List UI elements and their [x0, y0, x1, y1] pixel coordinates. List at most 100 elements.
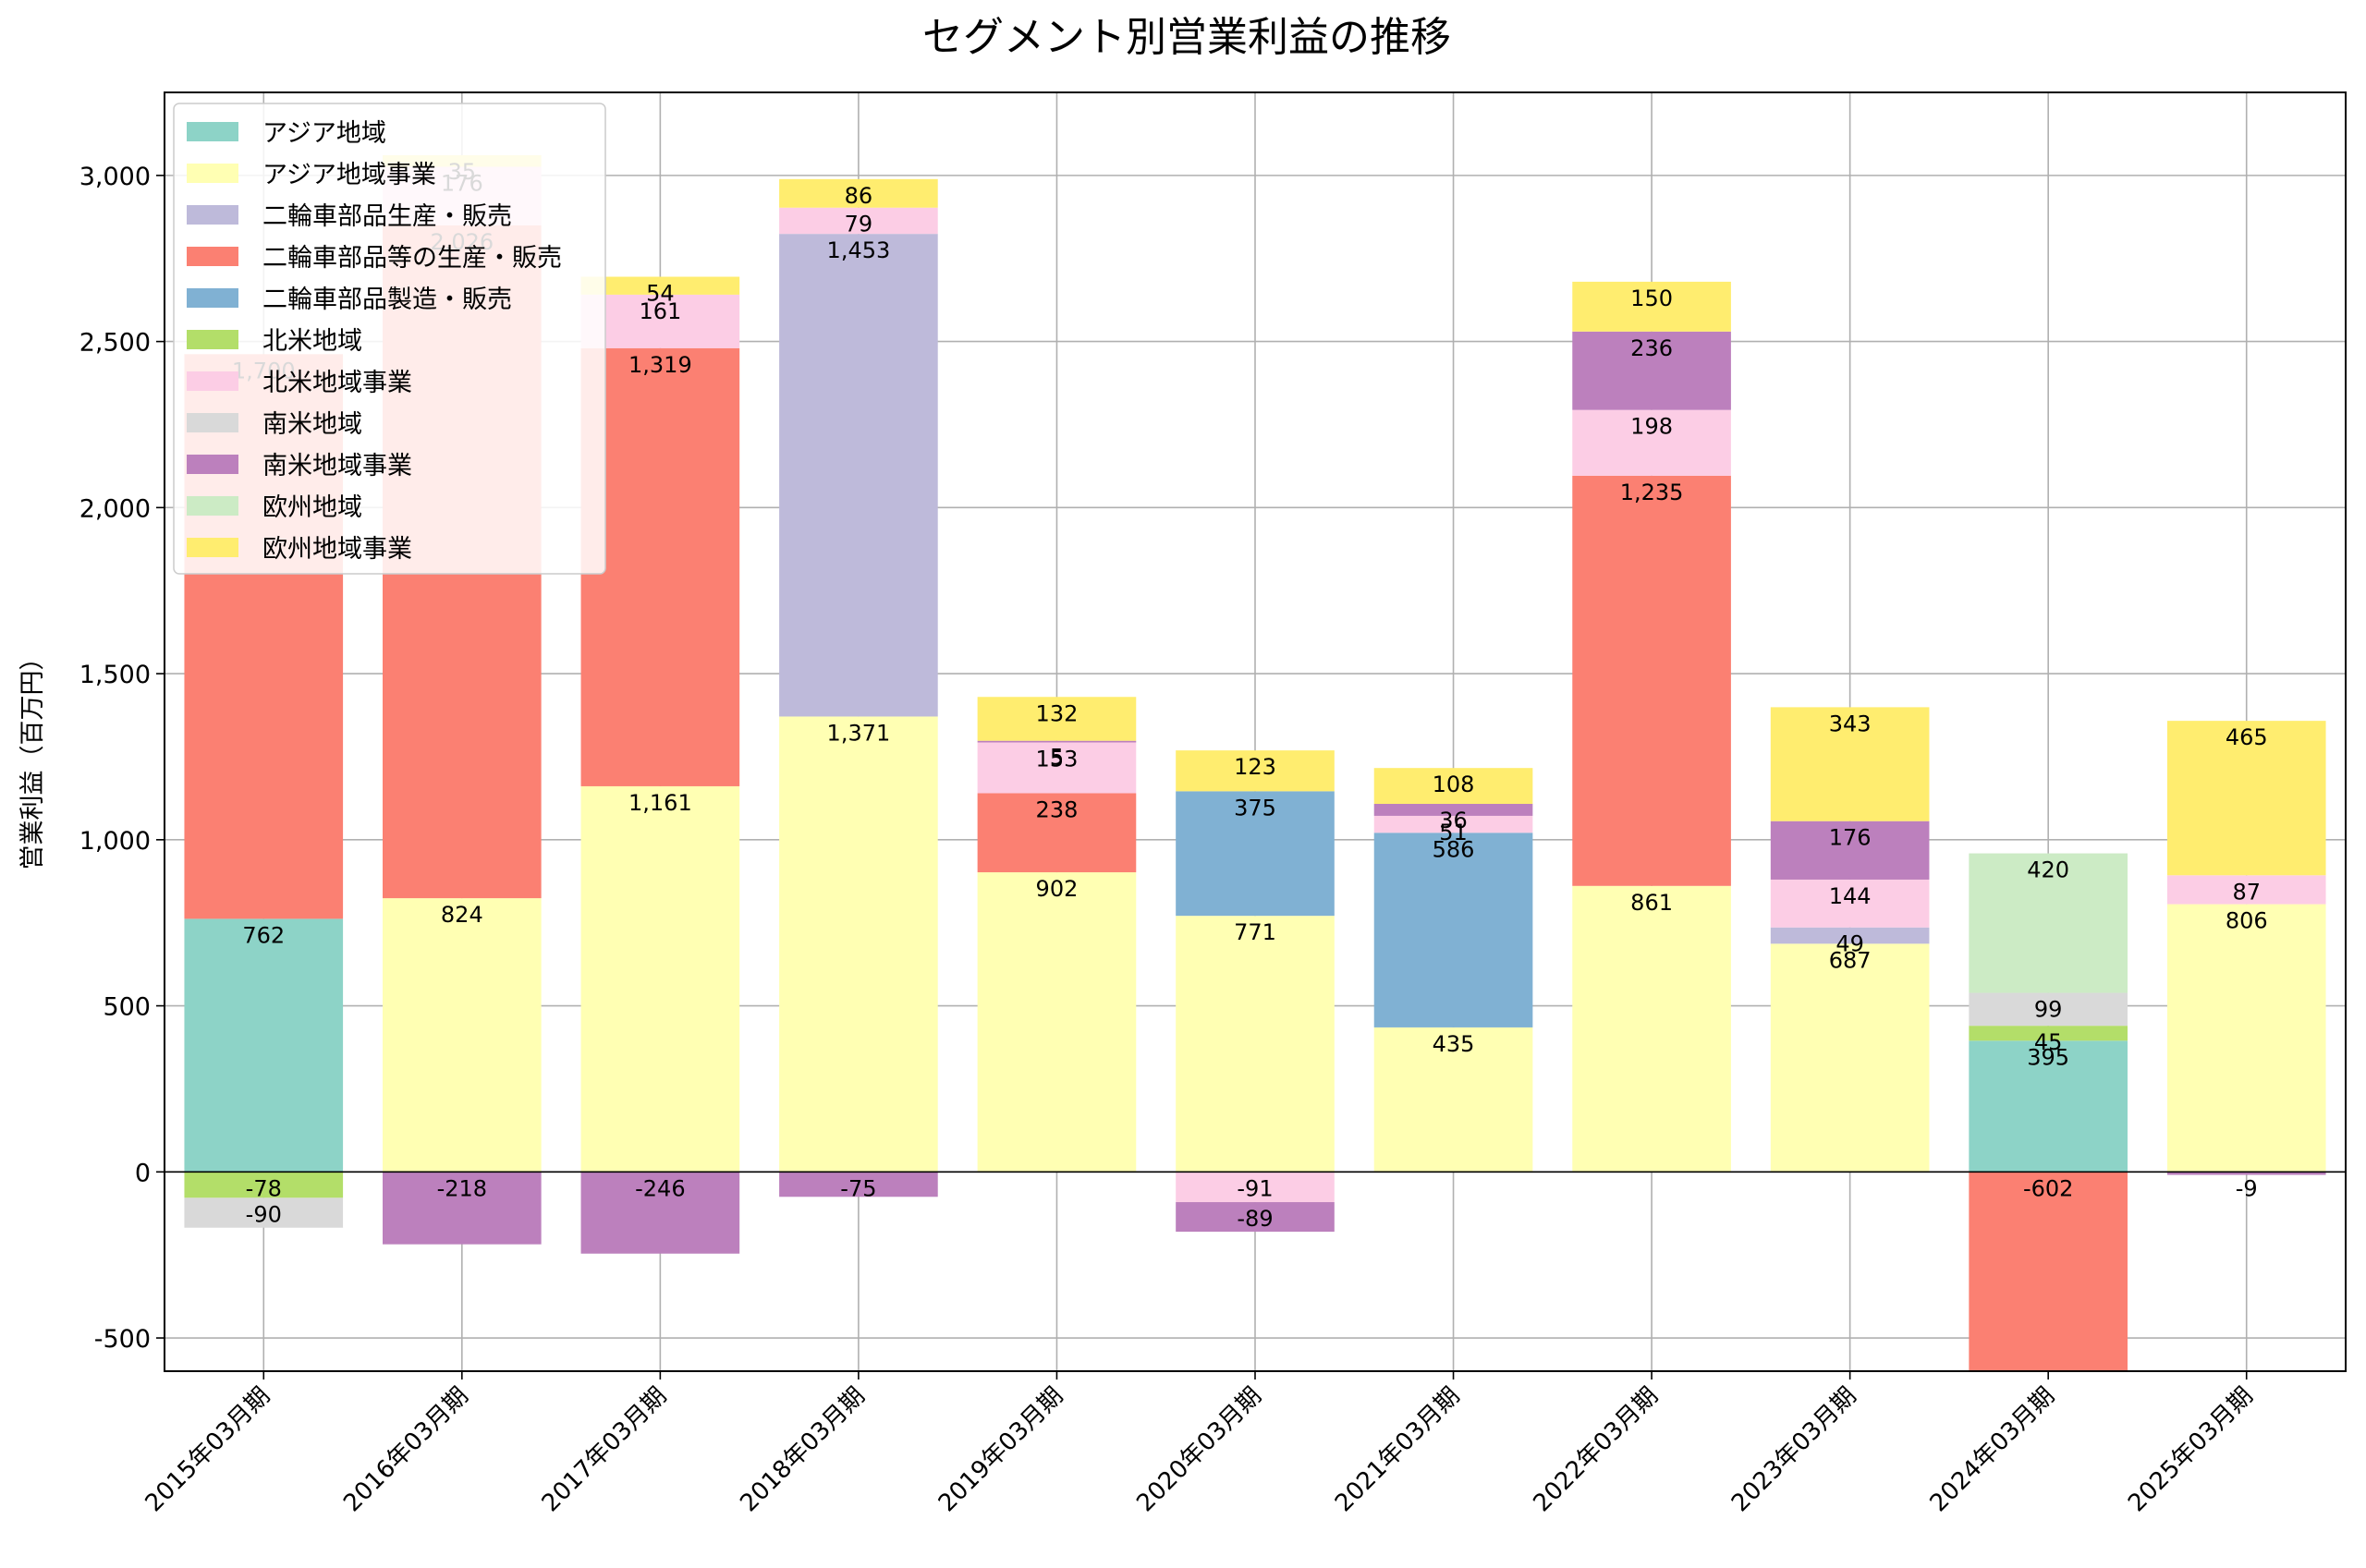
data-label: 176 — [1829, 825, 1872, 851]
bar-segment — [1969, 992, 2128, 1027]
y-tick-label: 1,000 — [79, 827, 151, 856]
bar-segment — [1572, 331, 1731, 410]
data-label: 824 — [441, 902, 483, 928]
bar-segment — [1770, 707, 1930, 821]
legend-swatch — [187, 455, 238, 474]
bar-segment — [1572, 281, 1731, 332]
legend-label: 南米地域事業 — [262, 452, 412, 480]
bar-segment — [1572, 409, 1731, 476]
bar-segment — [1176, 1172, 1335, 1203]
data-label: 375 — [1234, 795, 1276, 820]
legend-swatch — [187, 205, 238, 225]
bar-segment — [977, 697, 1137, 741]
data-label: 54 — [646, 281, 675, 307]
bar-segment — [1373, 815, 1533, 833]
y-tick-label: 0 — [135, 1159, 151, 1187]
legend-swatch — [187, 288, 238, 308]
chart-title: セグメント別営業利益の推移 — [922, 14, 1451, 61]
legend-label: 北米地域事業 — [262, 369, 412, 397]
bar-segment — [779, 1172, 938, 1197]
legend-label: 二輪車部品等の生産・販売 — [262, 244, 562, 273]
data-label: 1,161 — [628, 790, 692, 816]
data-label: 465 — [2226, 724, 2268, 750]
legend-label: アジア地域事業 — [262, 161, 436, 189]
bar-segment — [1572, 475, 1731, 886]
data-label: 343 — [1829, 711, 1872, 736]
data-label: 132 — [1036, 700, 1079, 726]
data-label: 123 — [1234, 754, 1276, 780]
legend-swatch — [187, 164, 238, 183]
data-labels: 762 395 824 1,161 1,371 902 771 435 861 687 806 1,4… — [232, 159, 2268, 1232]
bar-segment — [1176, 1202, 1335, 1233]
data-label: 153 — [1036, 747, 1079, 772]
bar-segment — [977, 740, 1137, 743]
legend-label: 欧州地域 — [262, 493, 362, 522]
legend-swatch — [187, 122, 238, 141]
bar-segment — [1373, 833, 1533, 1027]
data-label: 1,453 — [827, 237, 891, 263]
bar-segment — [1176, 750, 1335, 792]
data-label: 902 — [1036, 876, 1079, 902]
data-label: 108 — [1433, 772, 1475, 797]
bar-segment — [1373, 804, 1533, 816]
data-label: 435 — [1433, 1031, 1475, 1057]
bar-segment — [1969, 1026, 2128, 1041]
bar-segment — [184, 918, 344, 1173]
data-label: 150 — [1630, 286, 1673, 311]
legend-label: 二輪車部品生産・販売 — [262, 202, 512, 231]
legend-label: 北米地域 — [262, 327, 362, 356]
bar-segment — [383, 1172, 542, 1245]
data-label: -246 — [635, 1175, 685, 1201]
data-label: -91 — [1237, 1175, 1273, 1201]
bar-segment — [779, 207, 938, 235]
bar-segment — [580, 276, 740, 295]
legend-label: アジア地域 — [262, 119, 386, 148]
legend-swatch — [187, 538, 238, 557]
y-tick-label: 2,500 — [79, 329, 151, 358]
bar-segment — [779, 716, 938, 1173]
data-label: -89 — [1237, 1206, 1273, 1232]
bar-segment — [2166, 875, 2326, 905]
legend-swatch — [187, 247, 238, 266]
bar-segment — [1770, 927, 1930, 944]
data-label: 687 — [1829, 947, 1872, 973]
data-label: 198 — [1630, 414, 1673, 440]
y-axis-label: 営業利益（百万円） — [18, 646, 47, 870]
bar-segment — [580, 1172, 740, 1254]
bar-segment — [779, 234, 938, 717]
legend-label: 二輪車部品製造・販売 — [262, 286, 512, 314]
data-label: 49 — [1835, 931, 1864, 957]
y-tick-label: 3,000 — [79, 163, 151, 191]
data-label: 45 — [2034, 1029, 2063, 1055]
data-label: 99 — [2034, 997, 2063, 1023]
bar-segment — [977, 793, 1137, 873]
y-tick-label: 2,000 — [79, 494, 151, 523]
legend-swatch — [187, 330, 238, 349]
bar-segment — [1373, 1027, 1533, 1173]
bar-segment — [977, 872, 1137, 1173]
data-label: 86 — [845, 183, 873, 209]
bar-segment — [184, 1197, 344, 1228]
data-label: -218 — [437, 1175, 487, 1201]
legend-swatch — [187, 371, 238, 391]
bar-segment — [2166, 904, 2326, 1173]
data-label: 238 — [1036, 797, 1079, 823]
bar-segment — [2166, 1172, 2326, 1175]
data-label: -9 — [2236, 1175, 2258, 1201]
bar-segment — [383, 898, 542, 1173]
bar-segment — [1770, 879, 1930, 928]
data-label: -90 — [246, 1201, 282, 1227]
data-label: 586 — [1433, 836, 1475, 862]
data-label: -602 — [2023, 1175, 2073, 1201]
bar-segment — [779, 178, 938, 208]
data-label: 806 — [2226, 908, 2268, 934]
data-label: -75 — [840, 1175, 876, 1201]
bar-segment — [580, 294, 740, 348]
bar-segment — [1969, 1040, 2128, 1173]
data-label: 1,371 — [827, 720, 891, 746]
data-label: 79 — [845, 212, 873, 237]
bar-segment — [1373, 768, 1533, 805]
data-label: -78 — [246, 1175, 282, 1201]
y-tick-label: 500 — [103, 993, 151, 1022]
